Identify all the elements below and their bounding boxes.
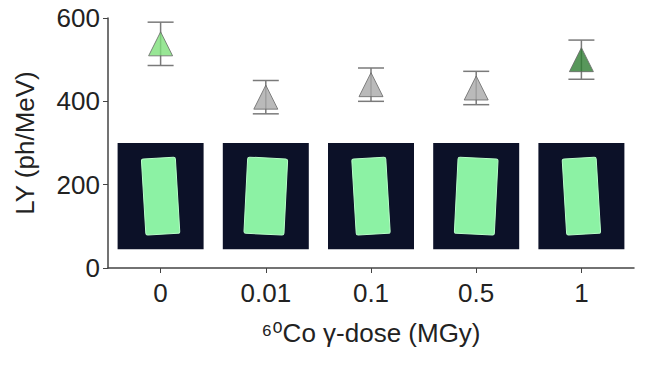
svg-text:1: 1 <box>574 278 588 308</box>
svg-text:0.1: 0.1 <box>353 278 389 308</box>
svg-text:LY (ph/MeV): LY (ph/MeV) <box>10 71 40 215</box>
svg-text:0: 0 <box>86 253 100 283</box>
svg-text:0: 0 <box>153 278 167 308</box>
svg-text:0.01: 0.01 <box>240 278 291 308</box>
svg-text:400: 400 <box>57 86 100 116</box>
svg-text:⁶⁰Co γ-dose (MGy): ⁶⁰Co γ-dose (MGy) <box>261 318 480 348</box>
svg-text:600: 600 <box>57 3 100 33</box>
svg-text:200: 200 <box>57 170 100 200</box>
svg-text:0.5: 0.5 <box>458 278 494 308</box>
